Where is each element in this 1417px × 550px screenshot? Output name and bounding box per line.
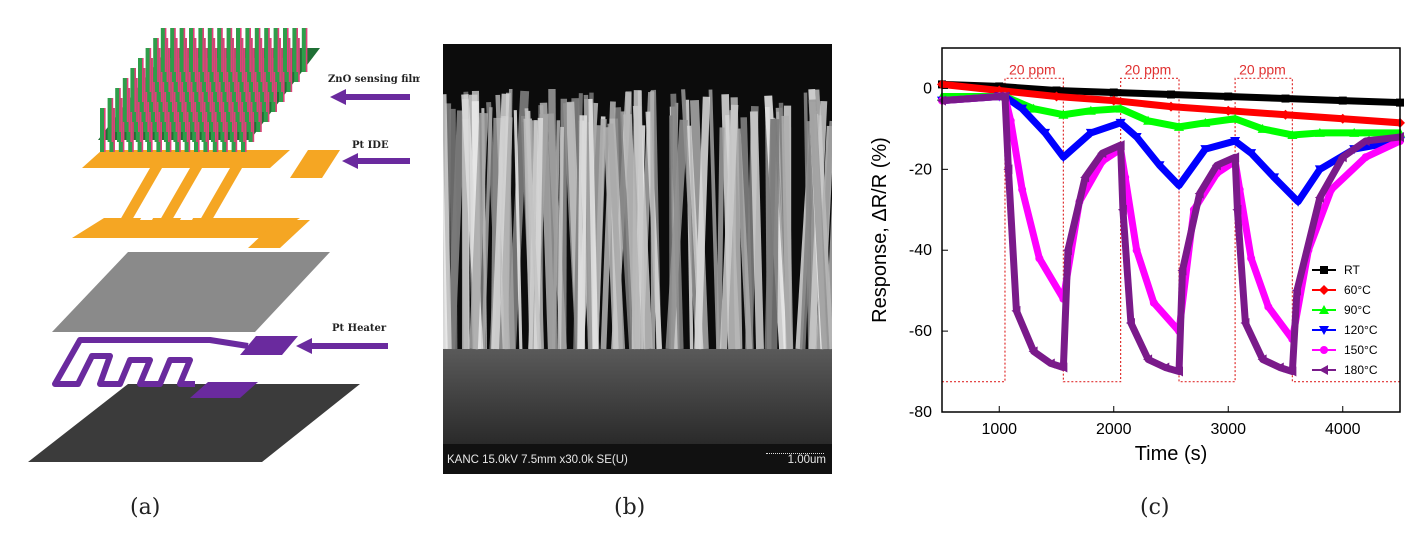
data-point: [1282, 95, 1290, 103]
sem-rod: [453, 109, 455, 349]
data-point: [1167, 91, 1175, 99]
x-tick-label: 2000: [1096, 421, 1132, 438]
sem-rod: [652, 91, 653, 349]
sem-info-bar: KANC 15.0kV 7.5mm x30.0k SE(U) 1.00um: [443, 444, 832, 474]
label-pt-heater: Pt Heater: [332, 323, 387, 334]
data-point: [1362, 153, 1370, 161]
x-tick-label: 1000: [981, 421, 1017, 438]
legend-label: 120°C: [1344, 323, 1378, 337]
gray-substrate: [52, 252, 330, 332]
data-point: [1224, 93, 1232, 101]
legend-label: RT: [1344, 263, 1360, 277]
label-pt-ide: Pt IDE: [352, 140, 389, 151]
heater-pad-upper: [240, 336, 298, 355]
sem-rod: [552, 89, 553, 349]
panel-label-c: (c): [1140, 495, 1170, 520]
y-tick-label: -60: [909, 323, 932, 340]
y-tick-label: 0: [923, 80, 932, 97]
legend-label: 90°C: [1344, 303, 1371, 317]
label-zno-film: ZnO sensing film: [328, 74, 420, 85]
legend-marker: [1320, 346, 1328, 354]
y-tick-label: -20: [909, 161, 932, 178]
sem-micrograph: [443, 44, 832, 444]
annotation-20ppm: 20 ppm: [1239, 61, 1286, 77]
layer-arrows: [296, 89, 410, 354]
chart-legend: RT 60°C 90°C 120°C 150°C 180°C: [1312, 263, 1378, 377]
legend-marker: [1319, 365, 1328, 375]
x-axis-label: Time (s): [1135, 443, 1208, 465]
zno-nanorod-film: [98, 28, 320, 152]
data-point: [1264, 303, 1272, 311]
data-point: [1018, 186, 1026, 194]
y-tick-label: -40: [909, 242, 932, 259]
legend-label: 60°C: [1344, 283, 1371, 297]
data-point: [1150, 299, 1158, 307]
pt-heater-trace: [55, 340, 248, 384]
x-tick-label: 4000: [1325, 421, 1361, 438]
sem-nanorods: [443, 89, 832, 349]
chart-annotations: 20 ppm 20 ppm 20 ppm: [1009, 61, 1286, 77]
sem-info-text: KANC 15.0kV 7.5mm x30.0k SE(U): [447, 454, 628, 466]
data-point: [1110, 88, 1118, 96]
chart-series-group: [937, 79, 1405, 376]
y-tick-label: -80: [909, 404, 932, 421]
sem-substrate: [443, 349, 832, 444]
annotation-20ppm: 20 ppm: [1125, 61, 1172, 77]
sem-rod: [581, 115, 583, 349]
legend-label: 150°C: [1344, 343, 1378, 357]
device-schematic-panel: ZnO sensing film Pt IDE Pt Heater: [0, 0, 420, 545]
device-schematic-svg: ZnO sensing film Pt IDE Pt Heater: [0, 0, 420, 545]
sem-scale-label: 1.00um: [788, 454, 826, 466]
sem-image-panel: KANC 15.0kV 7.5mm x30.0k SE(U) 1.00um: [443, 44, 832, 474]
sem-rod: [785, 116, 789, 349]
data-point: [1339, 97, 1347, 105]
sem-scale-bar: [766, 447, 824, 454]
legend-label: 180°C: [1344, 363, 1378, 377]
legend-marker: [1319, 285, 1329, 295]
data-point: [1133, 246, 1141, 254]
data-point: [1247, 254, 1255, 262]
y-axis-label: Response, ΔR/R (%): [869, 137, 891, 323]
panel-label-b: (b): [614, 495, 645, 520]
data-point: [1035, 254, 1043, 262]
annotation-20ppm: 20 ppm: [1009, 61, 1056, 77]
pt-ide-electrode: [72, 150, 340, 248]
panel-label-a: (a): [130, 495, 160, 520]
legend-marker: [1320, 266, 1328, 274]
x-tick-label: 3000: [1210, 421, 1246, 438]
